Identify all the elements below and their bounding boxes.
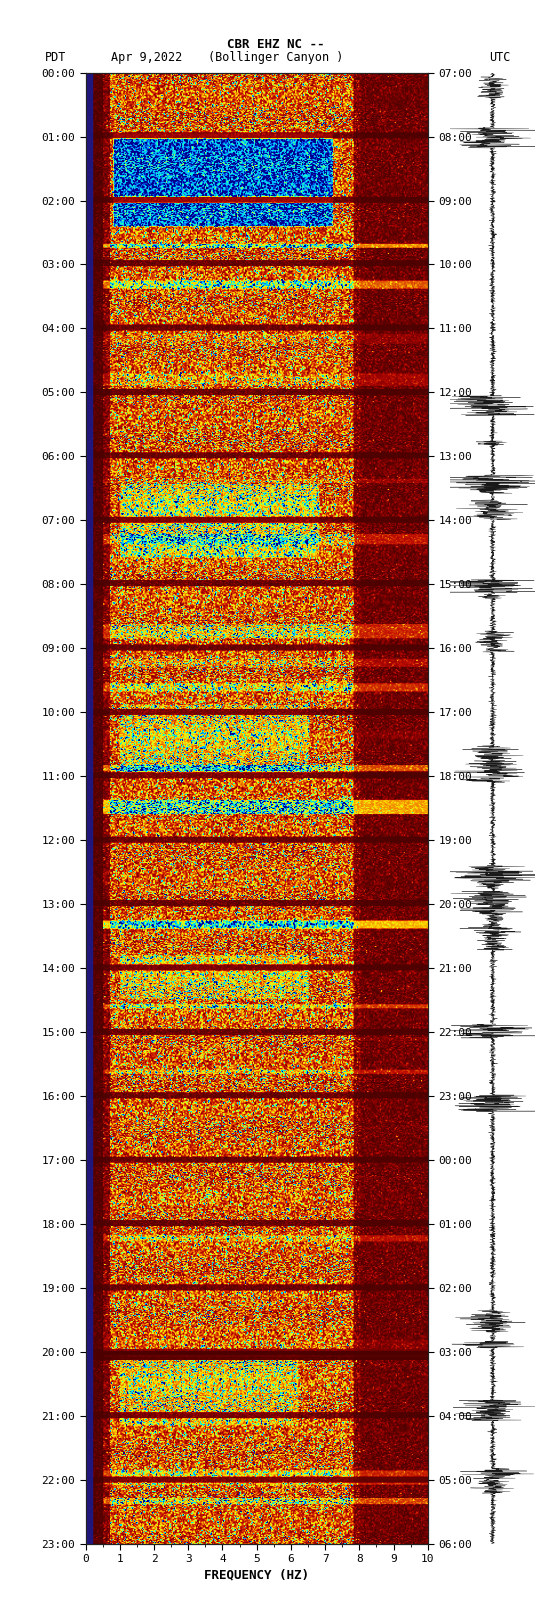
- Text: PDT: PDT: [45, 50, 66, 65]
- Text: (Bollinger Canyon ): (Bollinger Canyon ): [208, 50, 344, 65]
- X-axis label: FREQUENCY (HZ): FREQUENCY (HZ): [204, 1568, 309, 1581]
- Text: Apr 9,2022: Apr 9,2022: [110, 50, 182, 65]
- Bar: [86, 73, 92, 1544]
- Text: CBR EHZ NC --: CBR EHZ NC --: [227, 37, 325, 52]
- Text: UTC: UTC: [489, 50, 510, 65]
- Text: USGS: USGS: [30, 21, 57, 32]
